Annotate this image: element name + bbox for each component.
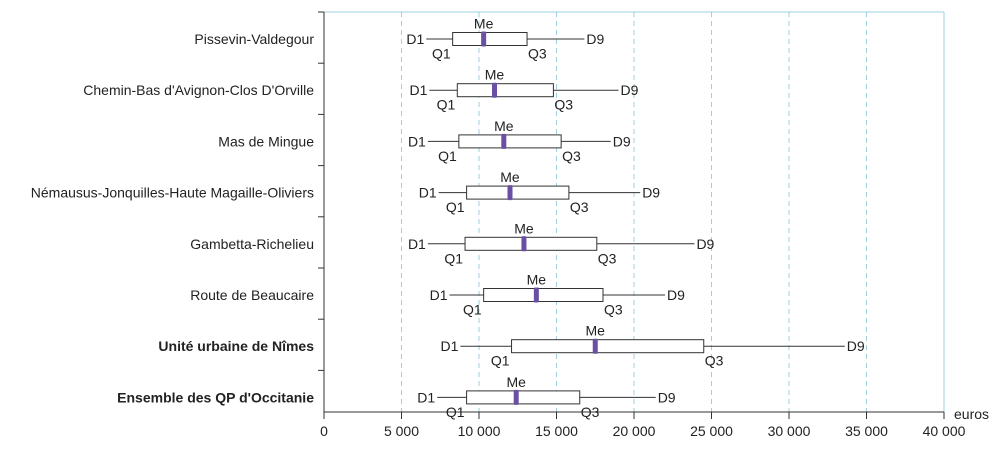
x-tick-label: 25 000 — [690, 423, 733, 439]
x-tick-label: 40 000 — [923, 423, 966, 439]
d9-label: D9 — [586, 31, 604, 47]
q1-label: Q1 — [444, 250, 463, 266]
q1-label: Q1 — [491, 353, 510, 369]
category-label: Némausus-Jonquilles-Haute Magaille-Olivi… — [31, 185, 314, 201]
d1-label: D1 — [440, 338, 458, 354]
iqr-box — [466, 185, 570, 200]
q3-label: Q3 — [598, 250, 617, 266]
d1-label: D1 — [406, 31, 424, 47]
iqr-box — [458, 134, 562, 149]
category-label: Ensemble des QP d'Occitanie — [117, 389, 314, 405]
median-label: Me — [527, 272, 547, 288]
median-label: Me — [474, 16, 494, 32]
iqr-box — [464, 236, 598, 251]
d9-label: D9 — [613, 133, 631, 149]
q3-label: Q3 — [604, 302, 623, 318]
category-label: Pissevin-Valdegour — [194, 31, 314, 47]
d9-label: D9 — [621, 82, 639, 98]
d1-label: D1 — [417, 389, 435, 405]
d1-label: D1 — [409, 82, 427, 98]
median-marker — [533, 287, 539, 303]
d9-label: D9 — [696, 236, 714, 252]
x-tick-label: 0 — [320, 423, 328, 439]
median-marker — [507, 185, 513, 201]
q1-label: Q1 — [446, 404, 465, 420]
median-label: Me — [485, 67, 505, 83]
d9-label: D9 — [847, 338, 865, 354]
category-label: Chemin-Bas d'Avignon-Clos D'Orville — [83, 82, 314, 98]
x-tick-label: 30 000 — [768, 423, 811, 439]
q3-label: Q3 — [705, 353, 724, 369]
q3-label: Q3 — [581, 404, 600, 420]
median-marker — [492, 82, 497, 98]
q1-label: Q1 — [438, 148, 457, 164]
category-label: Route de Beaucaire — [190, 287, 314, 303]
iqr-box — [452, 32, 528, 46]
x-tick-label: 15 000 — [535, 423, 578, 439]
category-label: Unité urbaine de Nîmes — [158, 338, 314, 354]
d9-label: D9 — [642, 185, 660, 201]
median-marker — [513, 389, 519, 405]
d1-label: D1 — [408, 133, 426, 149]
d9-label: D9 — [667, 287, 685, 303]
median-label: Me — [586, 323, 606, 339]
d1-label: D1 — [408, 236, 426, 252]
iqr-box — [483, 288, 604, 302]
d1-label: D1 — [430, 287, 448, 303]
median-label: Me — [500, 169, 520, 185]
x-tick-label: 5 000 — [384, 423, 419, 439]
q3-label: Q3 — [528, 46, 547, 62]
median-label: Me — [506, 374, 526, 390]
median-marker — [501, 133, 507, 149]
category-label: Gambetta-Richelieu — [190, 236, 314, 252]
x-tick-label: 20 000 — [613, 423, 656, 439]
category-label: Mas de Mingue — [218, 133, 314, 149]
median-marker — [592, 338, 598, 354]
iqr-box — [511, 339, 705, 354]
iqr-box — [466, 390, 581, 405]
axis-unit-label: euros — [954, 406, 989, 422]
d9-label: D9 — [658, 389, 676, 405]
median-label: Me — [514, 220, 534, 236]
q3-label: Q3 — [554, 97, 573, 113]
q1-label: Q1 — [463, 302, 482, 318]
median-marker — [521, 236, 527, 252]
median-marker — [481, 31, 487, 47]
iqr-box — [456, 83, 554, 98]
median-label: Me — [494, 118, 514, 134]
d1-label: D1 — [419, 185, 437, 201]
x-tick-label: 10 000 — [458, 423, 501, 439]
q1-label: Q1 — [432, 46, 451, 62]
q3-label: Q3 — [562, 148, 581, 164]
q3-label: Q3 — [570, 199, 589, 215]
x-tick-label: 35 000 — [845, 423, 888, 439]
q1-label: Q1 — [437, 97, 456, 113]
q1-label: Q1 — [446, 199, 465, 215]
